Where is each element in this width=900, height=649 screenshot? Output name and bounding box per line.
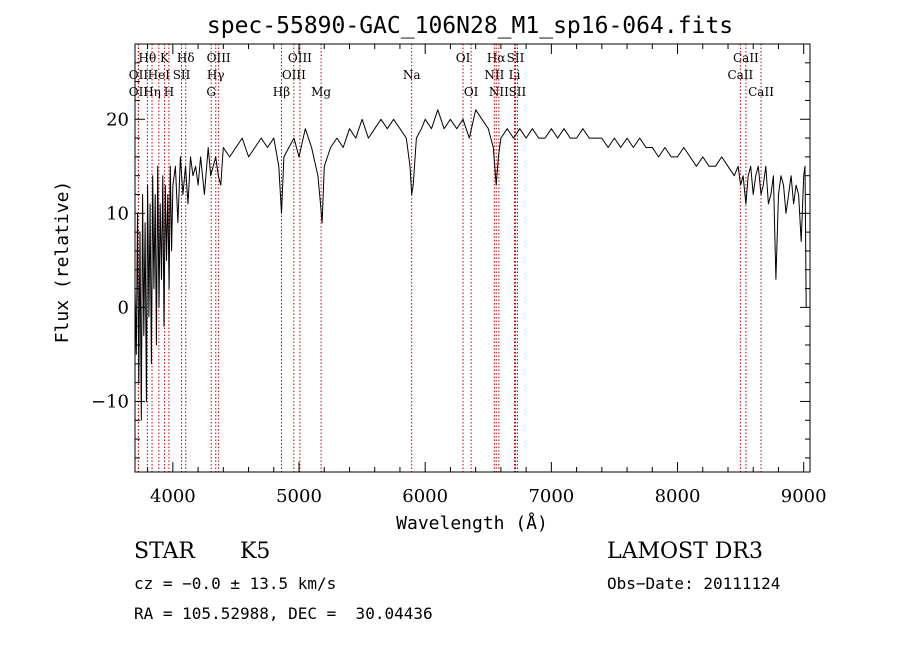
- y-axis: −10 0 10 20: [91, 62, 810, 459]
- line-marker-label-5: Hη: [143, 85, 161, 99]
- survey-name: LAMOST DR3: [607, 539, 763, 564]
- line-marker-label-4: HeI: [148, 68, 171, 82]
- coordinates: RA = 105.52988, DEC = 30.04436: [134, 604, 433, 623]
- line-marker-label-20: SII: [507, 51, 525, 65]
- line-marker-label-18: OI: [464, 85, 479, 99]
- x-tick-label-7000: 7000: [528, 486, 574, 507]
- line-marker-label-11: G: [206, 85, 216, 99]
- y-axis-label: Flux (relative): [52, 181, 73, 344]
- x-axis-label: Wavelength (Å): [396, 512, 548, 534]
- line-marker-label-9: OIII: [207, 51, 231, 65]
- plot-frame: [134, 43, 811, 473]
- chart-title: spec-55890-GAC_106N28_M1_sp16-064.fits: [207, 13, 733, 39]
- line-marker-label-16: Na: [403, 68, 421, 82]
- line-markers: Hθ OII OII K HeI Hη SII H Hδ OIII Hγ G OIII OIII Hβ Mg N…: [129, 44, 774, 472]
- line-marker-label-8: Hδ: [177, 51, 195, 65]
- obs-date: Obs−Date: 20111124: [607, 574, 781, 593]
- line-marker-label-14: Hβ: [273, 85, 290, 99]
- line-marker-label-23: NII: [489, 85, 509, 99]
- y-tick-label-10: 10: [106, 203, 129, 224]
- line-marker-label-26: CaII: [727, 68, 753, 82]
- series-line-0: [134, 109, 807, 421]
- x-tick-label-9000: 9000: [781, 486, 827, 507]
- x-tick-label-8000: 8000: [655, 486, 701, 507]
- line-marker-label-6: SII: [173, 68, 191, 82]
- line-marker-label-19: Hα: [487, 51, 506, 65]
- line-marker-label-15: Mg: [311, 85, 331, 99]
- line-marker-label-25: CaII: [733, 51, 759, 65]
- line-marker-label-24: SII: [509, 85, 527, 99]
- line-marker-label-3: K: [160, 51, 170, 65]
- line-marker-label-21: NII: [484, 68, 504, 82]
- x-tick-label-4000: 4000: [150, 486, 196, 507]
- line-marker-label-22: Li: [509, 68, 521, 82]
- line-marker-label-12: OIII: [288, 51, 312, 65]
- y-tick-label-0: 0: [118, 297, 129, 318]
- x-tick-label-6000: 6000: [402, 486, 448, 507]
- line-marker-label-0: Hθ: [139, 51, 157, 65]
- line-marker-label-17: OI: [456, 51, 471, 65]
- object-subclass: K5: [240, 539, 271, 564]
- x-tick-label-5000: 5000: [276, 486, 322, 507]
- line-marker-label-2: OII: [129, 85, 149, 99]
- line-marker-label-13: OIII: [282, 68, 306, 82]
- redshift-text: cz = −0.0 ± 13.5 km/s: [134, 574, 337, 593]
- y-tick-label-20: 20: [106, 109, 129, 130]
- line-marker-label-10: Hγ: [207, 68, 225, 82]
- spectrum-series: [134, 109, 807, 421]
- object-class: STAR: [134, 539, 195, 564]
- y-tick-label--10: −10: [91, 391, 129, 412]
- x-axis: 4000 5000 6000 7000 8000 9000: [147, 44, 827, 507]
- line-marker-label-27: CaII: [748, 85, 774, 99]
- line-marker-label-1: OII: [129, 68, 149, 82]
- line-marker-label-7: H: [164, 85, 174, 99]
